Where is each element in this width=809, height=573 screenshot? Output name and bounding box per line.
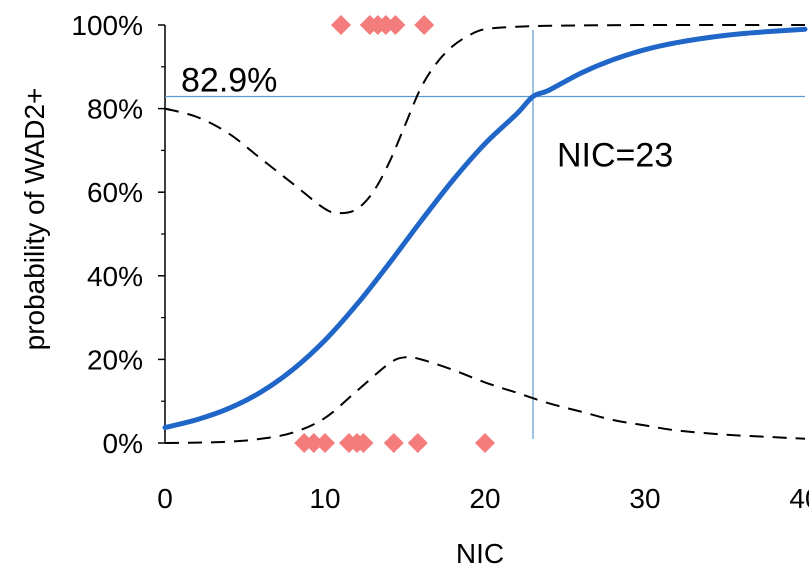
reference-nic-label: NIC=23 xyxy=(557,137,673,175)
x-tick-label: 20 xyxy=(469,483,500,514)
labels-layer: 0% 20% 40% 60% 80% 100% 0 10 20 30 40 NIC probabilit… xyxy=(19,10,809,569)
observation-point-y100 xyxy=(385,15,406,35)
x-tick-label: 30 xyxy=(629,483,660,514)
y-tick-label: 60% xyxy=(87,177,143,208)
x-tick-label: 10 xyxy=(309,483,340,514)
observation-points xyxy=(294,15,495,453)
upper-ci-curve xyxy=(164,23,805,215)
y-tick-label: 40% xyxy=(87,261,143,292)
lower-ci-curve xyxy=(164,356,806,444)
observation-point-y0 xyxy=(315,433,335,453)
x-axis-title: NIC xyxy=(456,538,504,569)
reference-probability-label: 82.9% xyxy=(181,61,277,99)
x-tick-label: 0 xyxy=(157,483,173,514)
x-tick-label: 40 xyxy=(789,483,809,514)
y-tick-label: 80% xyxy=(87,94,143,125)
observation-point-y100 xyxy=(331,15,351,35)
observation-point-y0 xyxy=(383,433,404,453)
y-tick-label: 100% xyxy=(71,10,143,41)
observation-point-y0 xyxy=(353,433,374,453)
fitted-probability-curve xyxy=(162,26,808,430)
axes xyxy=(158,24,166,444)
y-axis-title: probability of WAD2+ xyxy=(19,88,50,351)
y-tick-label: 20% xyxy=(87,344,143,375)
y-tick-label: 0% xyxy=(103,428,143,459)
observation-point-y0 xyxy=(475,433,495,453)
observation-point-y100 xyxy=(414,15,435,35)
observation-point-y0 xyxy=(303,433,324,453)
observation-point-y0 xyxy=(407,433,428,453)
series-layer xyxy=(162,23,808,444)
